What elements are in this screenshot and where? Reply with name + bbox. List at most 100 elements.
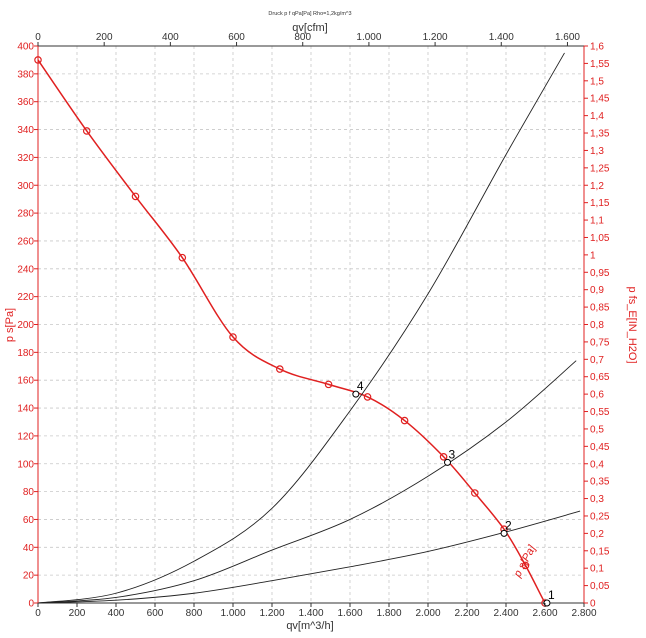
x2-tick-label: 1.000 <box>356 32 381 43</box>
x2-tick-label: 0 <box>35 32 41 43</box>
y2-tick-label: 1,35 <box>590 129 610 140</box>
x-tick-label: 1.600 <box>337 608 362 619</box>
series-marker <box>275 365 284 373</box>
y2-tick-label: 0,65 <box>590 372 610 383</box>
y2-tick-label: 0,05 <box>590 581 610 592</box>
y-tick-label: 20 <box>23 571 35 582</box>
x2-tick-label: 600 <box>228 32 245 43</box>
y-tick-label: 340 <box>17 125 34 136</box>
y2-tick-label: 0,2 <box>590 529 604 540</box>
y2-tick-label: 0,15 <box>590 546 610 557</box>
operating-point-label: 1 <box>548 588 555 602</box>
y-tick-label: 300 <box>17 181 34 192</box>
x-tick-label: 800 <box>186 608 203 619</box>
y-tick-label: 100 <box>17 459 34 470</box>
y-tick-label: 200 <box>17 320 34 331</box>
x2-tick-label: 800 <box>294 32 311 43</box>
x-tick-label: 2.600 <box>532 608 557 619</box>
x2-tick-label: 200 <box>96 32 113 43</box>
x-tick-label: 2.400 <box>493 608 518 619</box>
y2-tick-label: 1,25 <box>590 163 610 174</box>
series-line-system-curve-flat <box>37 510 581 604</box>
x-tick-label: 1.800 <box>376 608 401 619</box>
x2-tick-label: 1.400 <box>489 32 514 43</box>
axis-ticks: 0204060801001201401601802002202402602803… <box>17 32 610 619</box>
y2-tick-label: 0,5 <box>590 424 604 435</box>
operating-point-label: 2 <box>505 518 512 532</box>
y-tick-label: 380 <box>17 69 34 80</box>
y2-tick-label: 1,1 <box>590 216 604 227</box>
y2-tick-label: 0,85 <box>590 303 610 314</box>
chart-title: Druck p f qPa[Pa] Rho=1,2kg/m^3 <box>268 11 351 17</box>
y2-tick-label: 1,3 <box>590 146 604 157</box>
y2-tick-label: 1 <box>590 250 596 261</box>
series-line-system-curve-steep <box>37 52 565 604</box>
x2-tick-label: 1.600 <box>555 32 580 43</box>
y-tick-label: 240 <box>17 264 34 275</box>
y-tick-label: 180 <box>17 348 34 359</box>
series-marker <box>229 333 237 341</box>
y-axis-label: p s[Pa] <box>4 308 16 342</box>
x-tick-label: 400 <box>108 608 125 619</box>
y2-tick-label: 1,55 <box>590 59 610 70</box>
y2-tick-label: 0,55 <box>590 407 610 418</box>
y2-tick-label: 0,4 <box>590 459 604 470</box>
operating-point <box>500 529 508 537</box>
y-tick-label: 80 <box>23 487 35 498</box>
x2-tick-label: 400 <box>162 32 179 43</box>
x2-axis-label: qv[cfm] <box>292 22 327 34</box>
x-tick-label: 200 <box>69 608 86 619</box>
x-tick-label: 1.000 <box>220 608 245 619</box>
series-marker <box>131 192 140 201</box>
series-marker <box>82 127 91 135</box>
series-marker <box>439 452 448 461</box>
x-tick-label: 1.200 <box>259 608 284 619</box>
operating-point <box>352 390 360 398</box>
x-tick-label: 1.400 <box>298 608 323 619</box>
y2-tick-label: 1,5 <box>590 76 604 87</box>
y2-tick-label: 0,95 <box>590 268 610 279</box>
x-tick-label: 0 <box>35 608 41 619</box>
y-tick-label: 60 <box>23 515 35 526</box>
y2-tick-label: 1,15 <box>590 198 610 209</box>
y-tick-label: 320 <box>17 153 34 164</box>
series-marker <box>363 393 372 401</box>
series-marker <box>178 253 187 262</box>
y2-tick-label: 0,8 <box>590 320 604 331</box>
y2-tick-label: 0 <box>590 599 596 610</box>
x2-tick-label: 1.200 <box>423 32 448 43</box>
y2-tick-label: 0,6 <box>590 390 604 401</box>
operating-point-label: 4 <box>357 379 364 393</box>
y-tick-label: 40 <box>23 543 35 554</box>
y2-tick-label: 1,05 <box>590 233 610 244</box>
series-marker <box>324 380 333 389</box>
x-axis-label: qv[m^3/h] <box>286 620 333 632</box>
series-line-p-s <box>37 59 548 607</box>
y2-tick-label: 0,3 <box>590 494 604 505</box>
y-tick-label: 280 <box>17 209 34 220</box>
y2-tick-label: 0,25 <box>590 511 610 522</box>
operating-point <box>444 458 451 466</box>
grid-lines <box>37 45 585 604</box>
y2-tick-label: 1,2 <box>590 181 604 192</box>
series-marker <box>470 489 479 497</box>
y-tick-label: 260 <box>17 236 34 247</box>
y-tick-label: 120 <box>17 431 34 442</box>
series-marker <box>400 416 409 425</box>
series-marker <box>521 561 530 570</box>
x-tick-label: 2.000 <box>415 608 440 619</box>
y2-axis-label: p fs_E[IN_H2O] <box>626 286 638 363</box>
y2-tick-label: 0,35 <box>590 477 610 488</box>
y2-tick-label: 0,75 <box>590 337 610 348</box>
x-tick-label: 2.800 <box>571 608 596 619</box>
series-line-system-curve-medium <box>37 360 577 604</box>
y2-tick-label: 0,1 <box>590 564 604 575</box>
y2-tick-label: 0,9 <box>590 285 604 296</box>
y2-tick-label: 1,45 <box>590 94 610 105</box>
x-tick-label: 600 <box>147 608 164 619</box>
operating-point-label: 3 <box>449 447 456 461</box>
y-tick-label: 220 <box>17 292 34 303</box>
y-tick-label: 140 <box>17 404 34 415</box>
